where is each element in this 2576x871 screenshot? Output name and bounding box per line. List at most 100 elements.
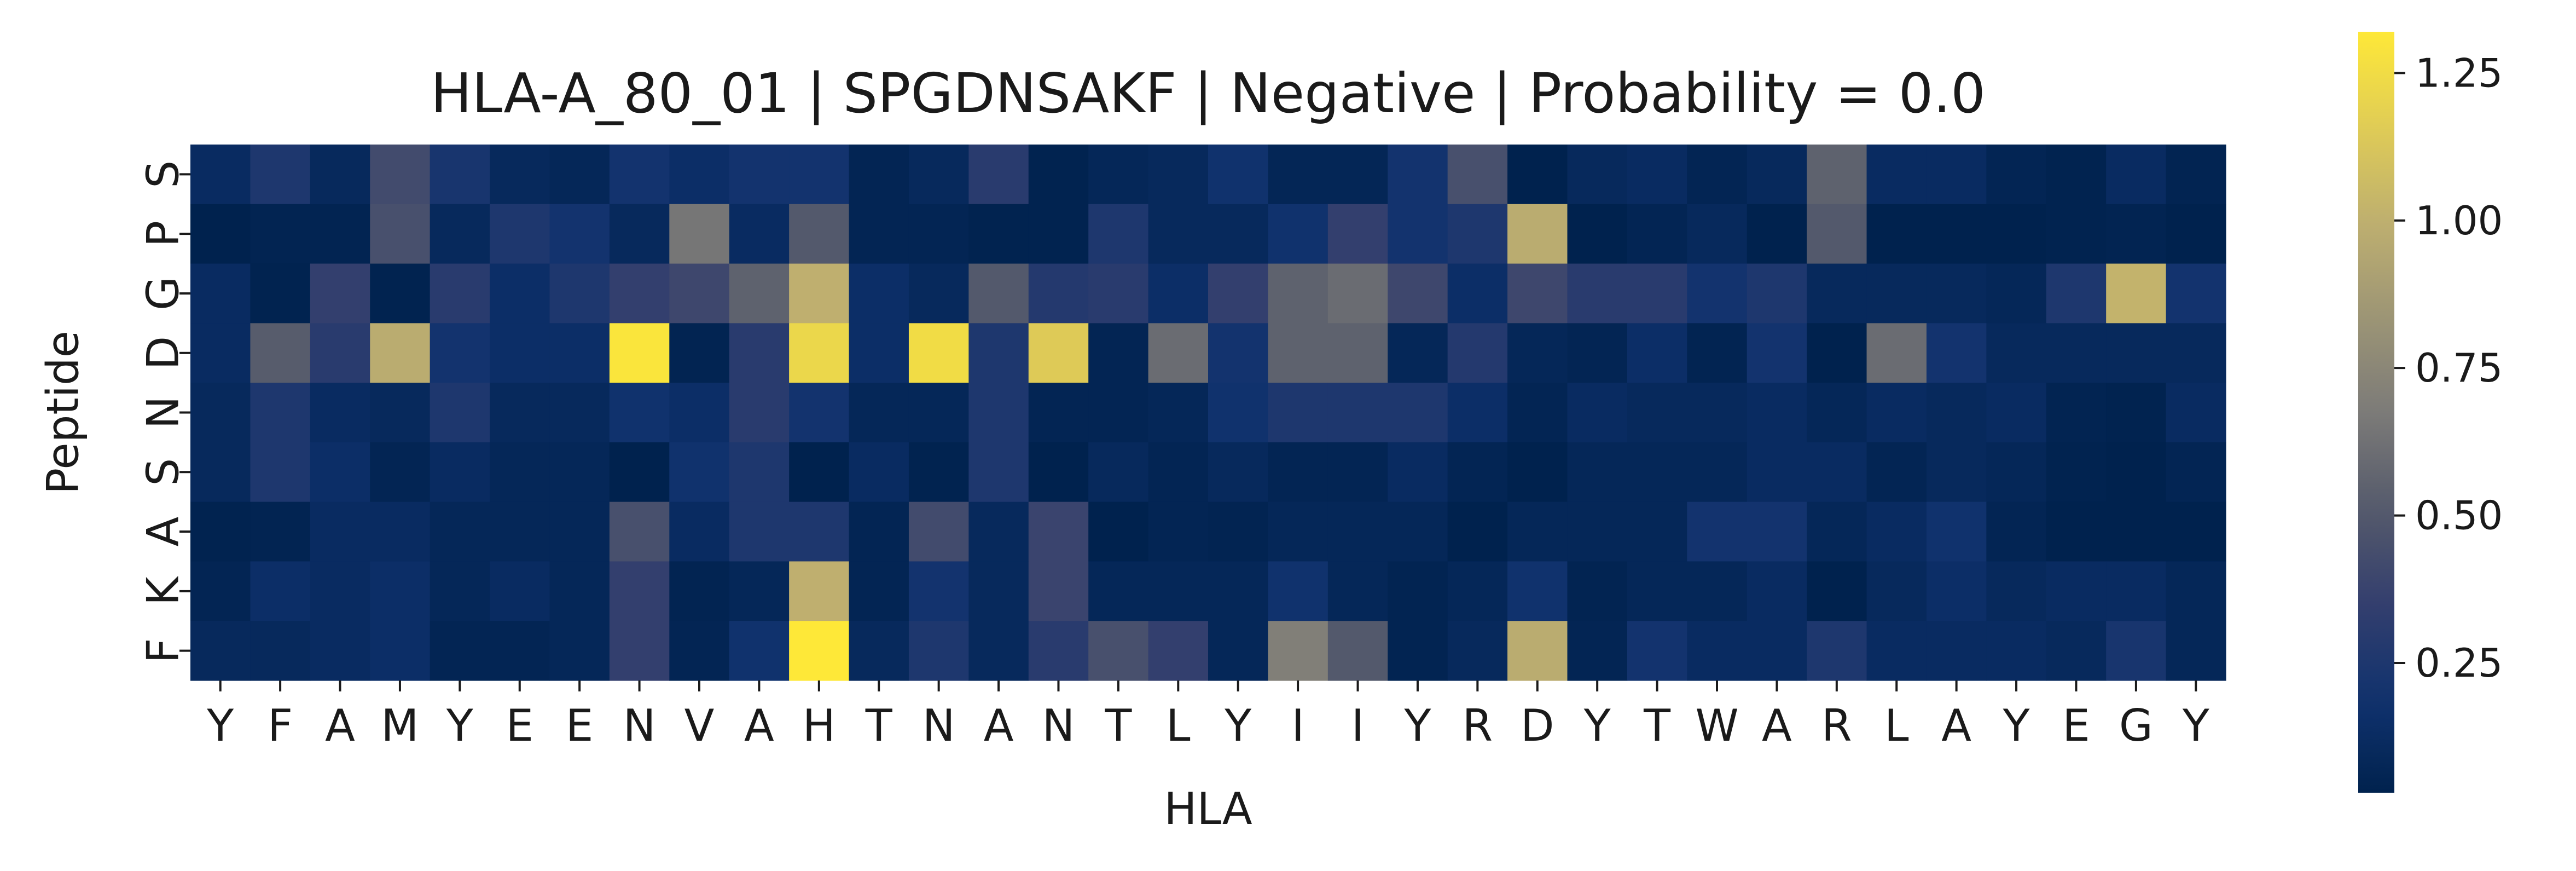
heatmap-cell-P2-T25 [1627,204,1687,264]
heatmap-cell-P2-R22 [1447,204,1508,264]
heatmap-cell-S6-E7 [549,442,610,503]
heatmap-cell-A7-H11 [789,501,850,562]
heatmap-cell-S1-Y18 [1208,145,1269,205]
heatmap-cell-A7-T12 [849,501,909,562]
heatmap-cell-S6-I20 [1327,442,1388,503]
heatmap-cell-S6-E6 [490,442,550,503]
heatmap-cell-G3-L17 [1148,263,1209,324]
heatmap-cell-A7-A14 [968,501,1029,562]
heatmap-cell-F9-D23 [1507,621,1568,681]
heatmap-cell-K8-L29 [1866,561,1927,621]
heatmap-cell-G3-M4 [370,263,431,324]
heatmap-cell-N5-N13 [908,383,969,443]
heatmap-cell-N5-Y34 [2166,383,2226,443]
heatmap-cell-K8-F2 [250,561,311,621]
heatmap-cell-P2-E32 [2046,204,2107,264]
heatmap-cell-P2-V9 [669,204,730,264]
heatmap-cell-G3-D23 [1507,263,1568,324]
heatmap-cell-N5-Y24 [1567,383,1628,443]
heatmap-cell-N5-Y18 [1208,383,1269,443]
heatmap-cell-G3-N8 [609,263,670,324]
heatmap-cell-S6-V9 [669,442,730,503]
x-tick-label: F [268,700,293,751]
heatmap-cell-G3-L29 [1866,263,1927,324]
heatmap-cell-S1-G33 [2106,145,2167,205]
colorbar-gradient [2358,32,2394,793]
heatmap-cell-S6-Y34 [2166,442,2226,503]
heatmap-cell-D4-E6 [490,323,550,383]
heatmap-cell-N5-A14 [968,383,1029,443]
heatmap-cell-D4-Y18 [1208,323,1269,383]
heatmap-cell-S1-N13 [908,145,969,205]
heatmap-cell-A7-Y31 [1986,501,2047,562]
heatmap-cells [190,145,2226,681]
heatmap-cell-A7-N13 [908,501,969,562]
heatmap-cell-D4-I19 [1268,323,1328,383]
heatmap-cell-K8-A3 [310,561,370,621]
heatmap-cell-S6-F2 [250,442,311,503]
heatmap-cell-D4-N8 [609,323,670,383]
heatmap-cell-S6-D23 [1507,442,1568,503]
heatmap-cell-P2-A3 [310,204,370,264]
heatmap-cell-A7-F2 [250,501,311,562]
heatmap-cell-A7-A30 [1926,501,1987,562]
heatmap-cell-N5-Y21 [1388,383,1448,443]
x-tick-label: Y [206,700,234,751]
heatmap-cell-A7-R22 [1447,501,1508,562]
y-tick-label: A [138,516,189,546]
heatmap-cell-G3-R22 [1447,263,1508,324]
heatmap-cell-S1-W26 [1687,145,1748,205]
heatmap-cell-D4-A14 [968,323,1029,383]
heatmap-cell-P2-A14 [968,204,1029,264]
heatmap-cell-S1-Y24 [1567,145,1628,205]
heatmap-cell-K8-N8 [609,561,670,621]
heatmap-cell-F9-V9 [669,621,730,681]
heatmap-cell-K8-N15 [1028,561,1089,621]
heatmap-cell-S1-T12 [849,145,909,205]
x-tick-label: R [1821,700,1852,751]
heatmap-cell-G3-N13 [908,263,969,324]
y-tick-label: G [138,276,189,310]
heatmap-cell-K8-M4 [370,561,431,621]
y-tick-label: S [138,160,189,188]
heatmap-cell-S1-I20 [1327,145,1388,205]
heatmap-cell-G3-W26 [1687,263,1748,324]
heatmap-cell-A7-Y21 [1388,501,1448,562]
x-tick-label: Y [1404,700,1432,751]
heatmap-cell-F9-A3 [310,621,370,681]
heatmap-cell-F9-E6 [490,621,550,681]
heatmap-cell-G3-Y34 [2166,263,2226,324]
heatmap-cell-G3-Y31 [1986,263,2047,324]
heatmap-cell-F9-M4 [370,621,431,681]
heatmap-cell-F9-W26 [1687,621,1748,681]
heatmap-cell-G3-A14 [968,263,1029,324]
heatmap-cell-S1-F2 [250,145,311,205]
heatmap-cell-D4-A3 [310,323,370,383]
heatmap-cell-S1-A30 [1926,145,1987,205]
heatmap-cell-S1-Y34 [2166,145,2226,205]
heatmap-cell-F9-A14 [968,621,1029,681]
heatmap-cell-A7-A10 [729,501,790,562]
heatmap-cell-F9-A27 [1747,621,1807,681]
x-tick-label: Y [1583,700,1611,751]
heatmap-cell-N5-H11 [789,383,850,443]
heatmap-cell-G3-H11 [789,263,850,324]
heatmap-cell-K8-A14 [968,561,1029,621]
heatmap-cell-S6-A3 [310,442,370,503]
heatmap-cell-K8-Y18 [1208,561,1269,621]
heatmap-cell-S1-E7 [549,145,610,205]
heatmap-cell-N5-V9 [669,383,730,443]
heatmap-cell-N5-E32 [2046,383,2107,443]
heatmap-cell-S6-R28 [1807,442,1867,503]
heatmap-cell-N5-N15 [1028,383,1089,443]
heatmap-cell-P2-T12 [849,204,909,264]
heatmap-cell-A7-Y5 [430,501,490,562]
heatmap-cell-A7-R28 [1807,501,1867,562]
heatmap-cell-S6-Y18 [1208,442,1269,503]
heatmap-cell-N5-I20 [1327,383,1388,443]
heatmap-cell-N5-F2 [250,383,311,443]
heatmap-cell-D4-R22 [1447,323,1508,383]
heatmap-cell-K8-E7 [549,561,610,621]
heatmap-cell-D4-V9 [669,323,730,383]
